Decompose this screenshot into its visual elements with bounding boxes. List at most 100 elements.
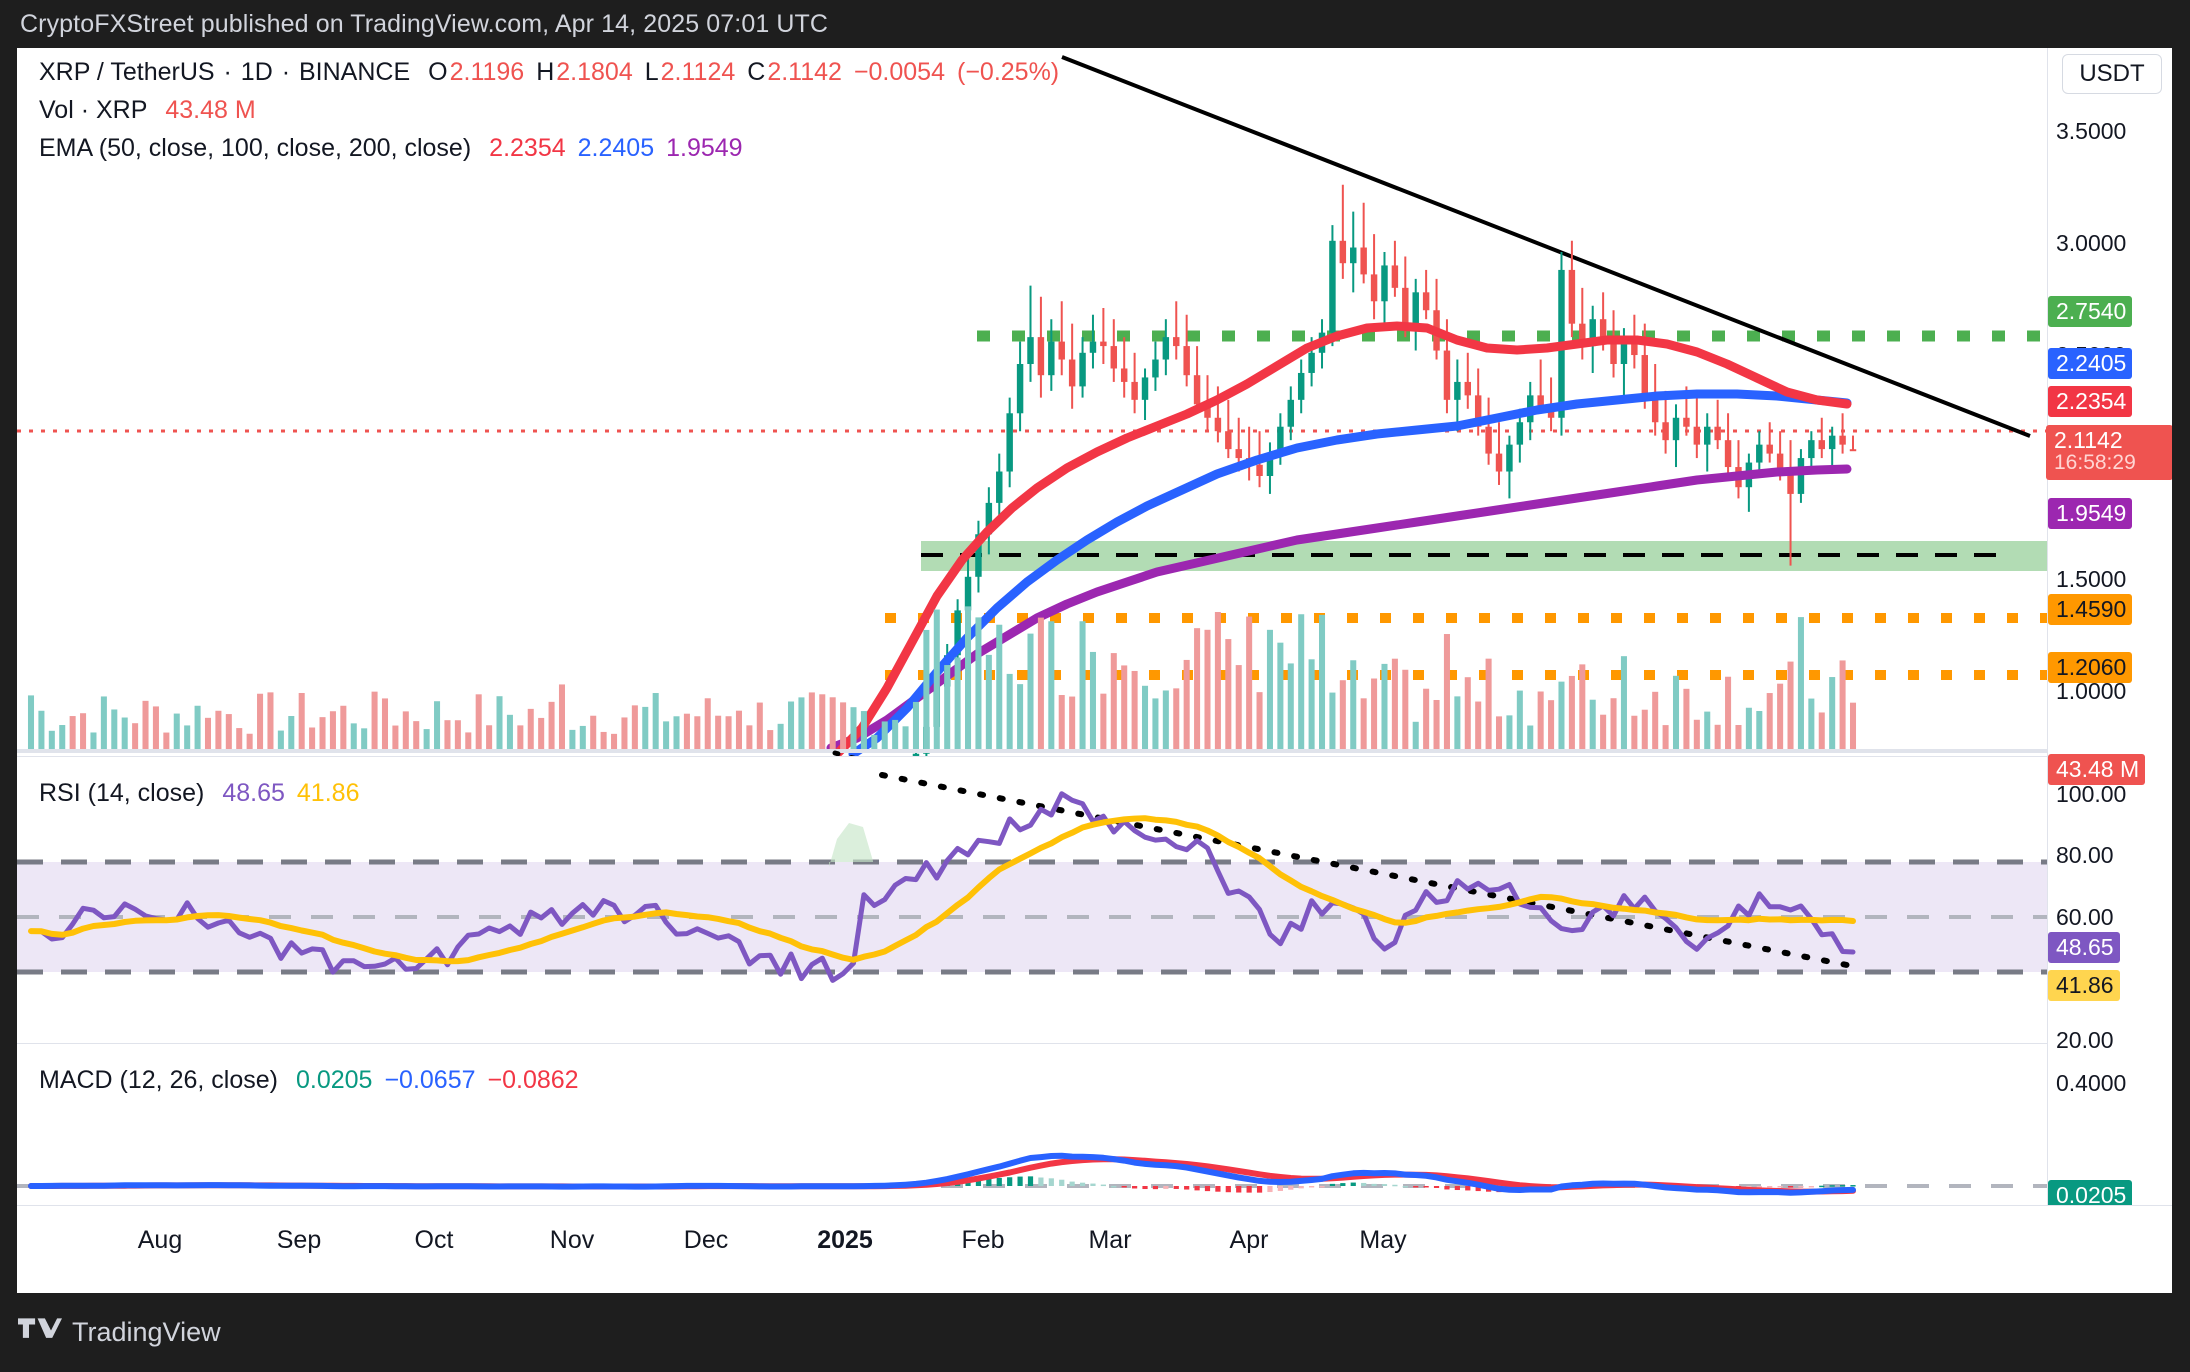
rsi-ma-line bbox=[28, 815, 1856, 965]
symbol-label[interactable]: XRP / TetherUS bbox=[39, 58, 215, 86]
rsi-ma-legend-value: 41.86 bbox=[296, 779, 360, 807]
macd-hist-legend-value: 0.0205 bbox=[295, 1066, 373, 1094]
price-legend[interactable]: XRP / TetherUS · 1D · BINANCE O2.1196 H2.1… bbox=[39, 58, 1061, 87]
fib-level-1-badge[interactable]: 1.4590 bbox=[2048, 594, 2133, 626]
rsi-plot[interactable] bbox=[17, 757, 2047, 1043]
rsi-value: 48.65 bbox=[2056, 934, 2114, 960]
rsi-descending-trendline bbox=[879, 772, 1860, 970]
rsi-line bbox=[28, 791, 1856, 983]
rsi-legend-title: RSI (14, close) bbox=[39, 779, 205, 807]
ema100-legend-value: 2.2405 bbox=[577, 134, 655, 162]
time-tick-dec: Dec bbox=[683, 1226, 729, 1254]
high-value: 2.1804 bbox=[556, 58, 633, 86]
legend-separator-2: · bbox=[281, 58, 291, 86]
ema200-line bbox=[826, 464, 1852, 753]
macd-line bbox=[28, 1152, 1856, 1196]
close-value: 2.1142 bbox=[767, 58, 842, 86]
rsi-tick-80: 80.00 bbox=[2056, 842, 2114, 868]
ema-legend: EMA (50, close, 100, close, 200, close) 2… bbox=[39, 134, 745, 163]
volume-badge-value: 43.48 M bbox=[2056, 756, 2140, 782]
fib-level-2-badge[interactable]: 1.2060 bbox=[2048, 652, 2133, 684]
macd-hist-value: 0.0205 bbox=[2056, 1182, 2127, 1208]
publish-bar: CryptoFXStreet published on TradingView.… bbox=[0, 0, 2190, 48]
chart-canvas[interactable]: RSI (14, close) 48.65 41.86 MACD (12, 26, … bbox=[17, 48, 2172, 1293]
high-label: H bbox=[536, 58, 555, 86]
rsi-ma-value: 41.86 bbox=[2056, 972, 2114, 998]
rsi-pane[interactable]: RSI (14, close) 48.65 41.86 bbox=[17, 757, 2047, 1043]
volume-badge[interactable]: 43.48 M bbox=[2048, 754, 2146, 786]
exchange-label: BINANCE bbox=[299, 58, 411, 86]
time-tick-aug: Aug bbox=[137, 1226, 183, 1254]
rsi-legend-value: 48.65 bbox=[222, 779, 285, 807]
macd-legend-title: MACD (12, 26, close) bbox=[39, 1066, 278, 1094]
macd-pane[interactable]: MACD (12, 26, close) 0.0205 −0.0657 −0.0862 bbox=[17, 1044, 2047, 1248]
tradingview-brand-label: TradingView bbox=[72, 1317, 221, 1347]
macd-signal-legend-value: −0.0862 bbox=[487, 1066, 579, 1094]
resistance-level-value: 2.7540 bbox=[2056, 298, 2127, 324]
ema50-badge[interactable]: 2.2354 bbox=[2048, 386, 2133, 418]
price-plot[interactable] bbox=[17, 48, 2047, 756]
rsi-tick-60: 60.00 bbox=[2056, 904, 2114, 930]
ema-legend-title: EMA (50, close, 100, close, 200, close) bbox=[39, 134, 472, 162]
macd-line-legend-value: −0.0657 bbox=[384, 1066, 476, 1094]
fib-level-2-value: 1.2060 bbox=[2056, 654, 2127, 680]
time-tick-may: May bbox=[1359, 1226, 1407, 1254]
volume-legend: Vol · XRP 43.48 M bbox=[39, 96, 258, 125]
resistance-level-badge[interactable]: 2.7540 bbox=[2048, 296, 2133, 328]
low-value: 2.1124 bbox=[660, 58, 736, 86]
last-price-value: 2.1142 bbox=[2054, 427, 2123, 453]
ema50-badge-value: 2.2354 bbox=[2056, 388, 2127, 414]
change-value: −0.0054 bbox=[853, 58, 945, 86]
price-tick-3.5000: 3.5000 bbox=[2056, 118, 2127, 144]
rsi-ma-value-badge[interactable]: 41.86 bbox=[2048, 970, 2120, 1002]
macd-legend: MACD (12, 26, close) 0.0205 −0.0657 −0.0862 bbox=[39, 1066, 581, 1095]
last-price-badge[interactable]: 2.1142 16:58:29 bbox=[2046, 425, 2172, 481]
rsi-peak-fill bbox=[829, 823, 873, 867]
ema50-line bbox=[834, 321, 1852, 756]
rsi-tick-100: 100.00 bbox=[2056, 781, 2127, 807]
ema200-badge-value: 1.9549 bbox=[2056, 500, 2127, 526]
currency-label: USDT bbox=[2079, 60, 2145, 87]
tradingview-logo-icon bbox=[18, 1317, 62, 1338]
time-tick-oct: Oct bbox=[414, 1226, 454, 1254]
price-tick-3.0000: 3.0000 bbox=[2056, 230, 2127, 256]
last-price-countdown: 16:58:29 bbox=[2054, 451, 2136, 475]
price-scale-axis[interactable]: USDT 3.5000 3.0000 2.5000 1.5000 1.0000 … bbox=[2046, 48, 2172, 1293]
ema100-line bbox=[848, 389, 1852, 756]
open-value: 2.1196 bbox=[449, 58, 525, 86]
rsi-value-badge[interactable]: 48.65 bbox=[2048, 932, 2120, 964]
ema50-legend-value: 2.2354 bbox=[489, 134, 566, 162]
time-tick-feb: Feb bbox=[961, 1226, 1005, 1254]
descending-trendline bbox=[1061, 55, 2031, 438]
pane-divider-price-rsi bbox=[17, 756, 2172, 757]
rsi-tick-20: 20.00 bbox=[2056, 1027, 2114, 1053]
volume-legend-title: Vol · XRP bbox=[39, 96, 148, 124]
currency-selector[interactable]: USDT bbox=[2062, 54, 2162, 94]
publish-text: CryptoFXStreet published on TradingView.… bbox=[20, 9, 829, 38]
low-label: L bbox=[644, 58, 659, 86]
open-label: O bbox=[428, 58, 448, 86]
close-label: C bbox=[747, 58, 766, 86]
macd-tick-0.4000: 0.4000 bbox=[2056, 1070, 2127, 1096]
ema200-legend-value: 1.9549 bbox=[666, 134, 743, 162]
ema100-badge[interactable]: 2.2405 bbox=[2048, 348, 2133, 380]
change-percent-value: (−0.25%) bbox=[957, 58, 1060, 86]
legend-separator-1: · bbox=[223, 58, 232, 86]
time-tick-sep: Sep bbox=[276, 1226, 322, 1254]
time-tick-apr: Apr bbox=[1229, 1226, 1269, 1254]
time-axis[interactable]: Aug Sep Oct Nov Dec 2025 Feb Mar Apr May bbox=[17, 1205, 2172, 1293]
interval-label[interactable]: 1D bbox=[240, 58, 273, 86]
macd-plot[interactable] bbox=[17, 1044, 2047, 1248]
time-tick-nov: Nov bbox=[549, 1226, 595, 1254]
fib-level-1-value: 1.4590 bbox=[2056, 596, 2127, 622]
ema200-badge[interactable]: 1.9549 bbox=[2048, 498, 2133, 530]
candlestick-series bbox=[912, 184, 1857, 756]
time-tick-mar: Mar bbox=[1088, 1226, 1132, 1254]
volume-legend-value: 43.48 M bbox=[165, 96, 256, 124]
ema100-badge-value: 2.2405 bbox=[2056, 350, 2127, 376]
time-tick-2025: 2025 bbox=[817, 1226, 873, 1254]
price-tick-1.5000: 1.5000 bbox=[2056, 566, 2127, 592]
pane-divider-rsi-macd bbox=[17, 1043, 2172, 1044]
rsi-legend: RSI (14, close) 48.65 41.86 bbox=[39, 779, 361, 808]
